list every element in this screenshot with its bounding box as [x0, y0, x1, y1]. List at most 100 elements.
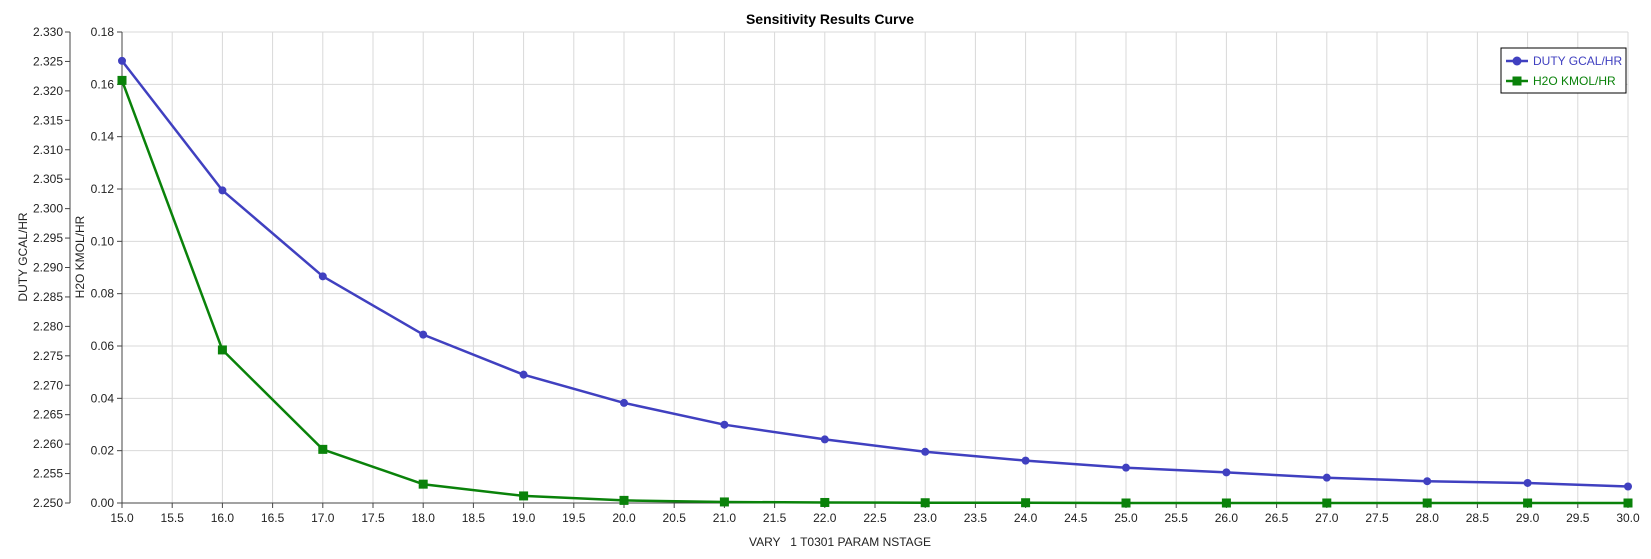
- h2o-point: [1322, 498, 1332, 508]
- duty-tick-label: 2.295: [33, 231, 63, 245]
- x-tick-label: 15.0: [110, 511, 134, 525]
- x-tick-label: 22.5: [863, 511, 887, 525]
- x-tick-label: 26.0: [1215, 511, 1239, 525]
- h2o-tick-label: 0.06: [91, 339, 115, 353]
- x-tick-label: 18.5: [462, 511, 486, 525]
- duty-point: [419, 330, 428, 339]
- x-tick-label: 26.5: [1265, 511, 1289, 525]
- x-tick-label: 25.0: [1114, 511, 1138, 525]
- series-layer: [117, 56, 1633, 508]
- duty-point: [921, 447, 930, 456]
- legend-h2o-label: H2O KMOL/HR: [1533, 74, 1616, 88]
- h2o-tick-label: 0.10: [91, 234, 115, 248]
- h2o-point: [519, 491, 529, 501]
- h2o-tick-label: 0.12: [91, 182, 115, 196]
- duty-tick-label: 2.250: [33, 496, 63, 510]
- x-tick-label: 20.0: [612, 511, 636, 525]
- axes: 15.0 15.5 16.0 16.5 17.0 17.5 18.0 18.5 19.0 19.5…: [33, 25, 1640, 525]
- x-tick-label: 20.5: [663, 511, 687, 525]
- h2o-tick-label: 0.16: [91, 77, 115, 91]
- x-tick-label: 25.5: [1165, 511, 1189, 525]
- h2o-point: [820, 497, 830, 507]
- legend-h2o-marker: [1512, 76, 1522, 86]
- h2o-tick-label: 0.18: [91, 25, 115, 39]
- duty-tick-label: 2.275: [33, 349, 63, 363]
- duty-tick-label: 2.300: [33, 202, 63, 216]
- x-tick-label: 30.0: [1616, 511, 1640, 525]
- legend: DUTY GCAL/HR H2O KMOL/HR: [1500, 47, 1627, 94]
- x-tick-label: 15.5: [161, 511, 185, 525]
- duty-tick-label: 2.320: [33, 84, 63, 98]
- x-tick-label: 22.0: [813, 511, 837, 525]
- x-tick-label: 27.0: [1315, 511, 1339, 525]
- x-tick-label: 18.0: [412, 511, 436, 525]
- x-tick-label: 19.0: [512, 511, 536, 525]
- x-tick-label: 19.5: [562, 511, 586, 525]
- x-tick-label: 23.5: [964, 511, 988, 525]
- h2o-point: [619, 495, 629, 505]
- duty-point: [1322, 473, 1331, 482]
- h2o-point: [1121, 498, 1131, 508]
- x-tick-label: 28.5: [1466, 511, 1490, 525]
- x-axis-label: VARY 1 T0301 PARAM NSTAGE: [749, 535, 931, 549]
- duty-tick-label: 2.315: [33, 113, 63, 127]
- h2o-point: [418, 479, 428, 489]
- h2o-point: [117, 75, 127, 85]
- h2o-point: [217, 345, 227, 355]
- duty-point: [720, 420, 729, 429]
- h2o-tick-label: 0.14: [91, 130, 115, 144]
- x-tick-label: 21.0: [713, 511, 737, 525]
- chart-title: Sensitivity Results Curve: [746, 11, 914, 27]
- duty-tick-label: 2.290: [33, 261, 63, 275]
- h2o-series-line: [120, 79, 1628, 505]
- duty-tick-label: 2.280: [33, 319, 63, 333]
- duty-point: [1222, 468, 1231, 477]
- x-tick-label: 28.0: [1416, 511, 1440, 525]
- x-tick-label: 29.5: [1566, 511, 1590, 525]
- h2o-tick-label: 0.04: [91, 391, 115, 405]
- h2o-tick-label: 0.02: [91, 444, 115, 458]
- h2o-point: [920, 498, 930, 508]
- h2o-point: [1623, 498, 1633, 508]
- duty-tick-label: 2.325: [33, 54, 63, 68]
- x-tick-label: 24.5: [1064, 511, 1088, 525]
- x-tick-label: 27.5: [1365, 511, 1389, 525]
- x-tick-label: 17.5: [361, 511, 385, 525]
- h2o-point: [1021, 498, 1031, 508]
- duty-point: [1523, 478, 1532, 487]
- h2o-point: [1422, 498, 1432, 508]
- duty-tick-label: 2.265: [33, 408, 63, 422]
- duty-point: [1423, 477, 1432, 486]
- duty-point: [218, 186, 227, 195]
- x-tick-label: 24.0: [1014, 511, 1038, 525]
- duty-point: [118, 56, 126, 65]
- duty-point: [620, 398, 628, 407]
- duty-series-line: [121, 60, 1629, 488]
- duty-tick-label: 2.260: [33, 437, 63, 451]
- duty-point: [318, 272, 327, 281]
- h2o-axis-label: H2O KMOL/HR: [73, 215, 87, 298]
- legend-duty-marker: [1512, 56, 1522, 66]
- legend-duty-label: DUTY GCAL/HR: [1533, 54, 1622, 68]
- duty-tick-label: 2.305: [33, 172, 63, 186]
- h2o-tick-label: 0.00: [91, 496, 115, 510]
- h2o-tick-label: 0.08: [91, 287, 115, 301]
- h2o-point: [1523, 498, 1533, 508]
- duty-point: [1021, 456, 1030, 465]
- x-tick-label: 16.5: [261, 511, 285, 525]
- h2o-point: [318, 444, 328, 454]
- duty-point: [519, 370, 528, 379]
- x-tick-label: 16.0: [211, 511, 235, 525]
- duty-tick-label: 2.255: [33, 467, 63, 481]
- duty-point: [1122, 463, 1130, 472]
- legend-box: [1500, 47, 1627, 94]
- duty-tick-label: 2.270: [33, 378, 63, 392]
- duty-tick-label: 2.310: [33, 143, 63, 157]
- x-tick-label: 23.0: [914, 511, 938, 525]
- duty-point: [1624, 482, 1632, 491]
- x-tick-label: 17.0: [311, 511, 335, 525]
- x-tick-label: 21.5: [763, 511, 787, 525]
- duty-axis-label: DUTY GCAL/HR: [16, 212, 30, 301]
- duty-point: [820, 435, 829, 444]
